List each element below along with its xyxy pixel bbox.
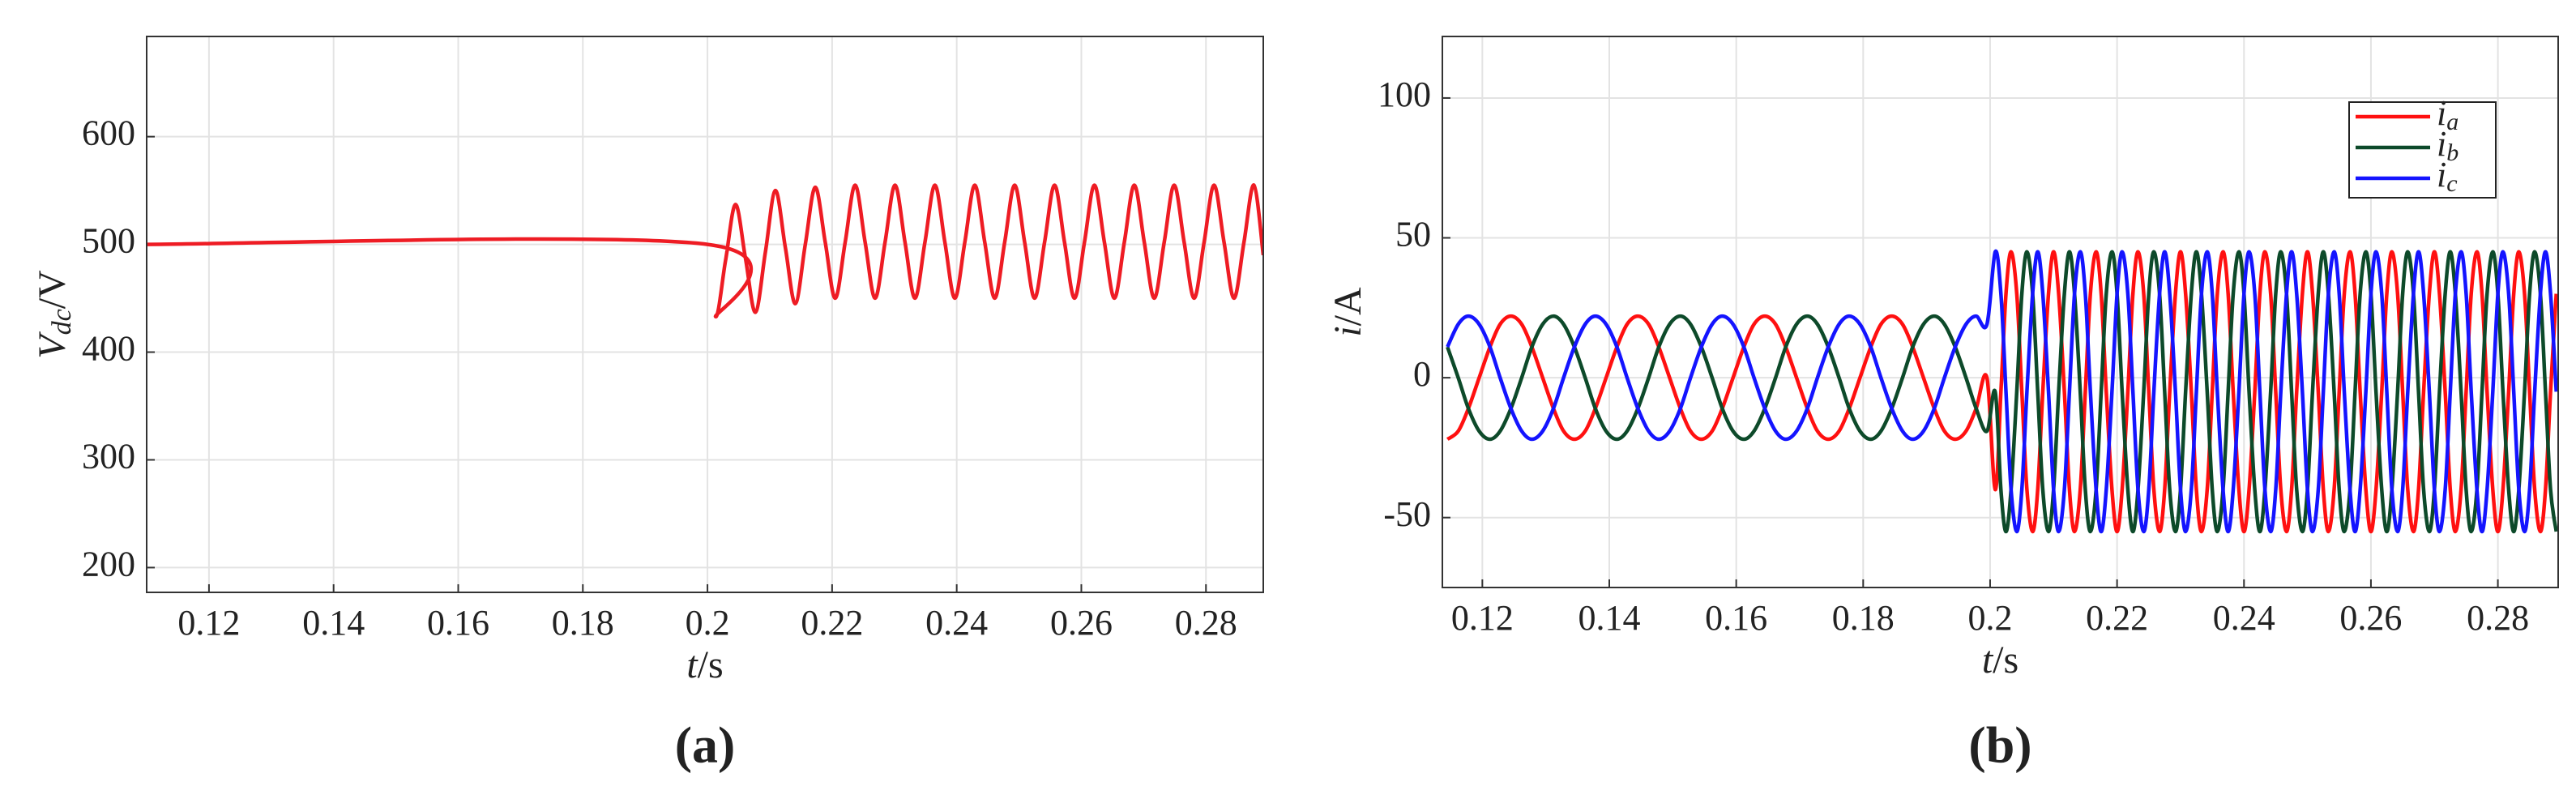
x-axis-label: t/s xyxy=(1982,639,2019,682)
data-line xyxy=(147,183,1263,318)
legend-subscript: b xyxy=(2446,139,2459,166)
data-line xyxy=(1446,250,2558,534)
x-tick-label: 0.14 xyxy=(1578,598,1641,638)
plot-area xyxy=(147,36,1263,592)
y-tick-label: 400 xyxy=(82,329,135,369)
x-axis-label: t/s xyxy=(686,643,723,686)
y-tick-label: 50 xyxy=(1395,215,1431,254)
x-axis-label-unit: /s xyxy=(1993,639,2019,682)
y-axis-label-unit: /A xyxy=(1326,287,1369,326)
x-axis-label-unit: /s xyxy=(698,643,724,686)
y-tick-label: 200 xyxy=(82,545,135,584)
plot-frame xyxy=(1442,36,2559,588)
x-tick-label: 0.22 xyxy=(2086,598,2148,638)
y-tick-label: 100 xyxy=(1378,75,1431,114)
x-axis-label-symbol: t xyxy=(1982,639,1994,682)
x-tick-label: 0.2 xyxy=(1967,598,2012,638)
y-tick-label: -50 xyxy=(1383,494,1431,534)
legend-label: ib xyxy=(2437,124,2459,166)
legend-subscript: c xyxy=(2446,170,2457,197)
x-tick-label: 0.14 xyxy=(302,603,365,643)
plot-frame xyxy=(146,36,1264,593)
x-tick-label: 0.16 xyxy=(427,603,489,643)
x-tick-label: 0.12 xyxy=(177,603,240,643)
legend-symbol: i xyxy=(2437,124,2446,164)
panel-label: (b) xyxy=(1968,716,2031,774)
y-axis-label-unit: /V xyxy=(31,270,74,309)
y-tick-label: 600 xyxy=(82,113,135,153)
x-tick-label: 0.24 xyxy=(925,603,988,643)
x-tick-label: 0.2 xyxy=(686,603,730,643)
data-line xyxy=(1446,249,2558,534)
x-tick-label: 0.24 xyxy=(2213,598,2275,638)
panel-label: (a) xyxy=(675,716,736,774)
y-tick-label: 500 xyxy=(82,221,135,261)
x-tick-label: 0.28 xyxy=(2467,598,2529,638)
legend-label: ic xyxy=(2437,155,2458,197)
y-axis-label: Vdc/V xyxy=(31,270,77,359)
x-tick-label: 0.26 xyxy=(1050,603,1113,643)
x-tick-label: 0.12 xyxy=(1451,598,1514,638)
legend-symbol: i xyxy=(2437,155,2446,194)
legend-symbol: i xyxy=(2437,93,2446,133)
y-axis-label: i/A xyxy=(1326,287,1369,337)
x-tick-label: 0.22 xyxy=(801,603,863,643)
x-tick-label: 0.28 xyxy=(1175,603,1237,643)
y-axis-label-symbol: V xyxy=(31,331,74,359)
data-line xyxy=(1446,250,2558,534)
x-tick-label: 0.18 xyxy=(1832,598,1895,638)
x-tick-label: 0.26 xyxy=(2339,598,2402,638)
x-tick-label: 0.18 xyxy=(552,603,614,643)
y-tick-label: 0 xyxy=(1413,354,1431,394)
x-tick-label: 0.16 xyxy=(1705,598,1767,638)
y-axis-label-subscript: dc xyxy=(47,309,77,335)
legend-subscript: a xyxy=(2446,109,2459,135)
y-tick-label: 300 xyxy=(82,437,135,476)
x-axis-label-symbol: t xyxy=(686,643,698,686)
legend-label: ia xyxy=(2437,93,2459,135)
y-axis-label-symbol: i xyxy=(1326,326,1369,336)
